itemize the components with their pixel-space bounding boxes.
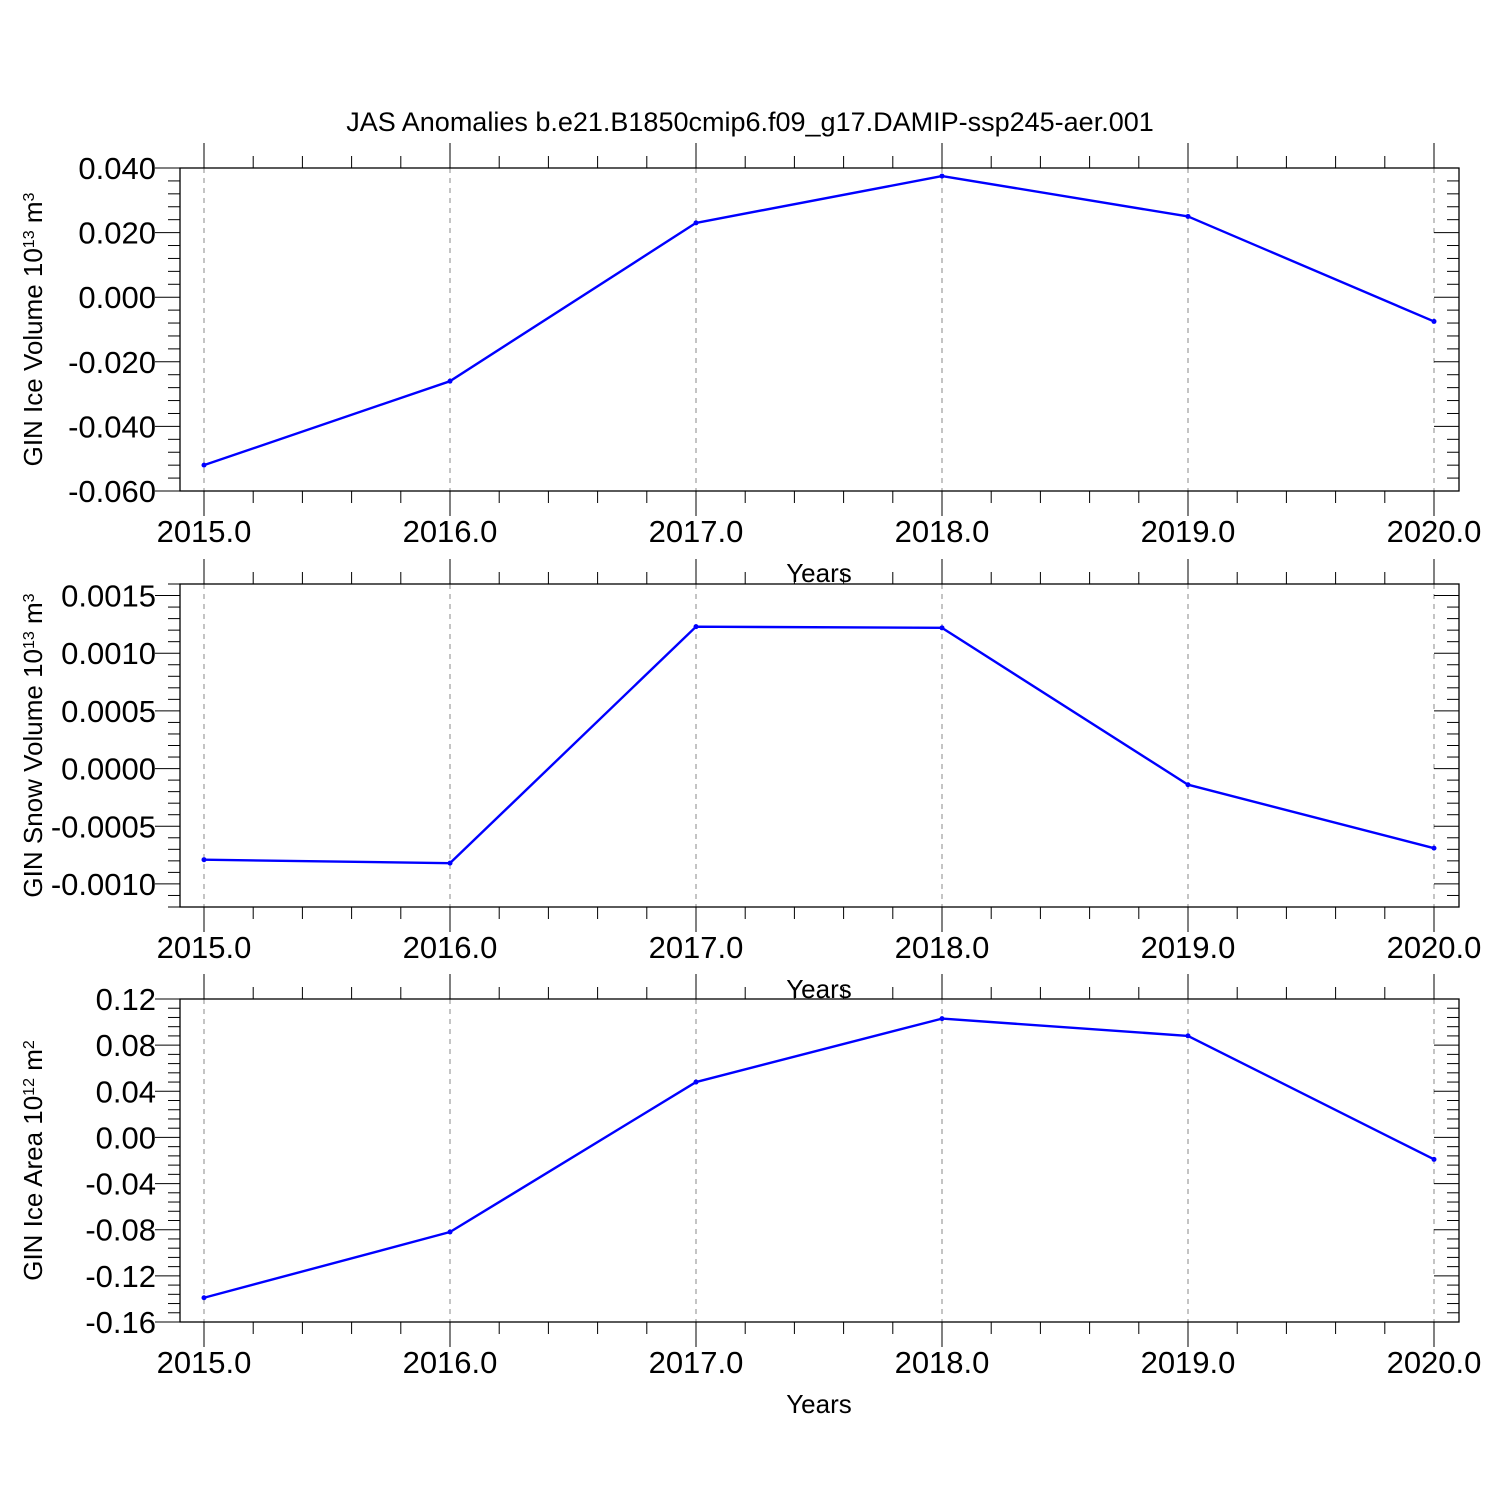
data-point: [201, 462, 207, 468]
chart-title: JAS Anomalies b.e21.B1850cmip6.f09_g17.D…: [346, 107, 1154, 137]
y-tick-label: 0.000: [78, 280, 156, 315]
plot-frame: [179, 998, 1460, 1323]
y-axis-label-superscript: 3: [21, 192, 38, 201]
data-point: [939, 625, 945, 631]
x-tick-label: 2015.0: [157, 514, 252, 549]
data-point: [1431, 1156, 1437, 1162]
data-point: [939, 173, 945, 179]
y-tick-label: 0.0010: [61, 636, 156, 671]
x-tick-label: 2017.0: [649, 1345, 744, 1380]
data-point: [1185, 782, 1191, 788]
chart-panel-1: -0.060 -0.040 -0.020 0.000 0.020 0.040 2015.0 2…: [18, 143, 1481, 588]
y-tick-label: -0.040: [68, 409, 156, 444]
y-tick-label: -0.0005: [51, 809, 156, 844]
panels-group: -0.060 -0.040 -0.020 0.000 0.020 0.040 2015.0 2…: [18, 143, 1481, 1419]
y-axis-label-text: m: [18, 602, 48, 631]
x-tick-label: 2015.0: [157, 1345, 252, 1380]
data-point: [693, 624, 699, 630]
data-point: [447, 378, 453, 384]
data-point: [1431, 318, 1437, 324]
x-tick-label: 2017.0: [649, 930, 744, 965]
y-tick-label: 0.040: [78, 151, 156, 186]
y-tick-label: 0.0015: [61, 579, 156, 614]
y-tick-label: -0.020: [68, 345, 156, 380]
data-point: [447, 1229, 453, 1235]
data-point: [201, 857, 207, 863]
y-tick-label: -0.0010: [51, 867, 156, 902]
y-axis-label-superscript: 13: [21, 230, 38, 248]
series-line: [203, 1017, 1435, 1299]
y-axis-label-superscript: 12: [21, 1078, 38, 1096]
x-tick-label: 2016.0: [403, 930, 498, 965]
chart-panel-3: -0.16 -0.12 -0.08 -0.04 0.00 0.04 0.08 0.12 2015…: [18, 974, 1481, 1419]
y-tick-label: 0.12: [96, 982, 156, 1017]
data-point: [447, 860, 453, 866]
y-axis-label-text: m: [18, 201, 48, 230]
y-tick-label: 0.08: [96, 1028, 156, 1063]
y-tick-label: 0.00: [96, 1120, 156, 1155]
y-tick-label: -0.08: [85, 1213, 156, 1248]
y-axis-label: GIN Snow Volume 1013 m3: [18, 593, 48, 897]
y-axis-label-superscript: 2: [21, 1040, 38, 1049]
y-tick-label: -0.060: [68, 474, 156, 509]
y-axis-label-text: GIN Snow Volume 10: [18, 649, 48, 898]
y-axis-label-superscript: 3: [21, 593, 38, 602]
x-tick-label: 2017.0: [649, 514, 744, 549]
data-point: [693, 220, 699, 226]
y-axis-label-text: GIN Ice Volume 10: [18, 248, 48, 466]
chart-panel-2: -0.0010 -0.0005 0.0000 0.0005 0.0010 0.0015 20…: [18, 559, 1481, 1004]
y-axis-label: GIN Ice Volume 1013 m3: [18, 192, 48, 466]
x-tick-label: 2020.0: [1387, 514, 1482, 549]
y-axis-label: GIN Ice Area 1012 m2: [18, 1040, 48, 1281]
data-point: [1185, 1033, 1191, 1039]
plot-frame: [179, 167, 1460, 492]
x-tick-label: 2020.0: [1387, 930, 1482, 965]
x-tick-label: 2018.0: [895, 514, 990, 549]
data-point: [1431, 845, 1437, 851]
x-tick-label: 2020.0: [1387, 1345, 1482, 1380]
x-tick-label: 2019.0: [1141, 514, 1236, 549]
data-point: [693, 1079, 699, 1085]
x-tick-label: 2015.0: [157, 930, 252, 965]
x-tick-label: 2016.0: [403, 1345, 498, 1380]
y-tick-label: 0.0005: [61, 694, 156, 729]
y-tick-label: -0.16: [85, 1305, 156, 1340]
x-tick-label: 2019.0: [1141, 1345, 1236, 1380]
plot-frame: [179, 583, 1460, 908]
y-tick-label: 0.020: [78, 216, 156, 251]
x-tick-label: 2018.0: [895, 1345, 990, 1380]
y-tick-label: -0.04: [85, 1167, 156, 1202]
y-tick-label: 0.0000: [61, 752, 156, 787]
x-tick-label: 2019.0: [1141, 930, 1236, 965]
data-point: [201, 1295, 207, 1301]
y-axis-label-text: GIN Ice Area 10: [18, 1096, 48, 1281]
data-point: [939, 1016, 945, 1022]
x-tick-label: 2016.0: [403, 514, 498, 549]
y-axis-label-text: m: [18, 1049, 48, 1078]
y-tick-label: -0.12: [85, 1259, 156, 1294]
y-tick-label: 0.04: [96, 1074, 156, 1109]
x-tick-label: 2018.0: [895, 930, 990, 965]
series-line: [203, 174, 1435, 467]
y-axis-label-superscript: 13: [21, 631, 38, 649]
data-point: [1185, 213, 1191, 219]
x-axis-label: Years: [786, 558, 852, 588]
x-axis-label: Years: [786, 1389, 852, 1419]
series-line: [203, 625, 1435, 865]
